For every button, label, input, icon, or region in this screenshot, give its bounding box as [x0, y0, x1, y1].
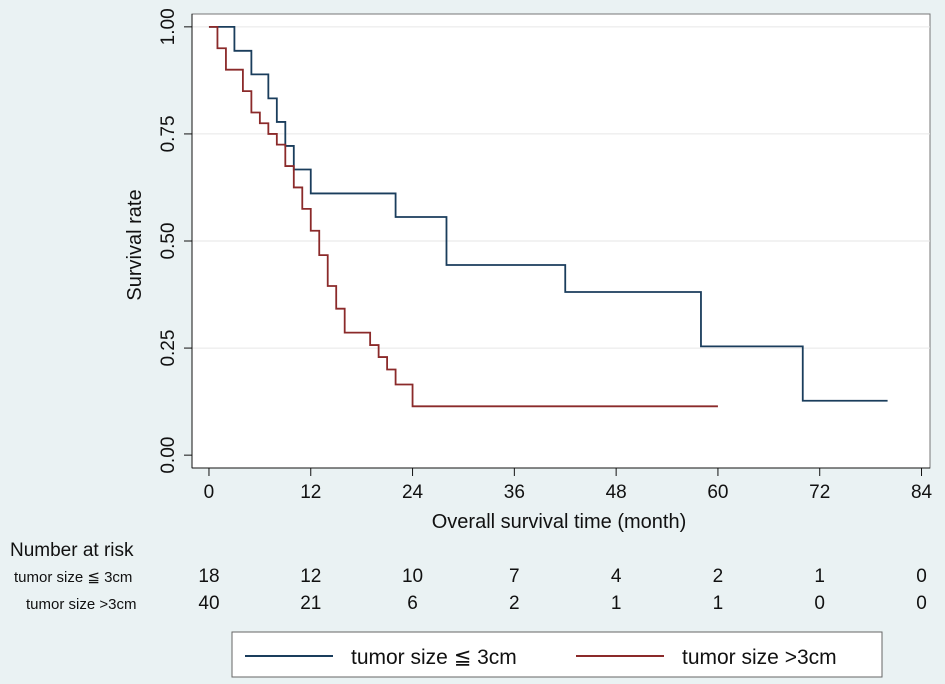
y-axis-title: Survival rate [124, 189, 146, 300]
risk-value-row1-col0: 40 [198, 593, 219, 614]
risk-value-row1-col2: 6 [407, 593, 418, 614]
y-tick-label-1: 0.25 [158, 330, 179, 367]
risk-table-values: 18 12 10 7 4 2 1 040 21 6 2 1 1 0 0 [198, 566, 926, 614]
x-tick-label-0: 0 [204, 482, 215, 503]
risk-value-row1-col7: 0 [916, 593, 927, 614]
y-tick-label-0: 0.00 [158, 437, 179, 474]
risk-value-row0-col7: 0 [916, 566, 927, 587]
risk-value-row1-col3: 2 [509, 593, 520, 614]
risk-value-row0-col1: 12 [300, 566, 321, 587]
risk-value-row1-col1: 21 [300, 593, 321, 614]
survival-curve-large-tumor [208, 25, 718, 408]
legend-box [231, 631, 883, 678]
gridlines [192, 26, 930, 349]
series-group [208, 25, 888, 408]
axes: 0.00 0.25 0.50 0.75 1.00 0 12 24 36 48 60 72 84 [158, 8, 933, 503]
risk-value-row0-col4: 4 [611, 566, 622, 587]
x-tick-label-7: 84 [911, 482, 933, 503]
legend: tumor size ≦ 3cm tumor size >3cm [231, 631, 883, 678]
risk-value-row1-col4: 1 [611, 593, 622, 614]
risk-value-row1-col6: 0 [814, 593, 825, 614]
y-tick-label-2: 0.50 [158, 223, 179, 260]
y-tick-label-3: 0.75 [158, 115, 179, 152]
x-tick-label-6: 72 [809, 482, 830, 503]
x-axis-title: Overall survival time (month) [432, 511, 687, 533]
risk-value-row0-col2: 10 [402, 566, 423, 587]
risk-value-row0-col5: 2 [713, 566, 724, 587]
risk-value-row1-col5: 1 [713, 593, 724, 614]
risk-value-row0-col3: 7 [509, 566, 520, 587]
x-tick-label-5: 60 [707, 482, 728, 503]
x-tick-label-1: 12 [300, 482, 321, 503]
legend-label-large: tumor size >3cm [682, 646, 837, 669]
risk-row-label-large: tumor size >3cm [26, 596, 136, 613]
x-tick-label-2: 24 [402, 482, 424, 503]
x-tick-label-4: 48 [606, 482, 627, 503]
risk-value-row0-col6: 1 [814, 566, 825, 587]
y-tick-label-4: 1.00 [158, 8, 179, 45]
x-tick-label-3: 36 [504, 482, 525, 503]
risk-row-label-small: tumor size ≦ 3cm [14, 569, 132, 586]
legend-label-small: tumor size ≦ 3cm [351, 646, 517, 669]
risk-value-row0-col0: 18 [198, 566, 219, 587]
risk-table-title: Number at risk [10, 540, 134, 561]
survival-curve-small-tumor [208, 25, 888, 402]
